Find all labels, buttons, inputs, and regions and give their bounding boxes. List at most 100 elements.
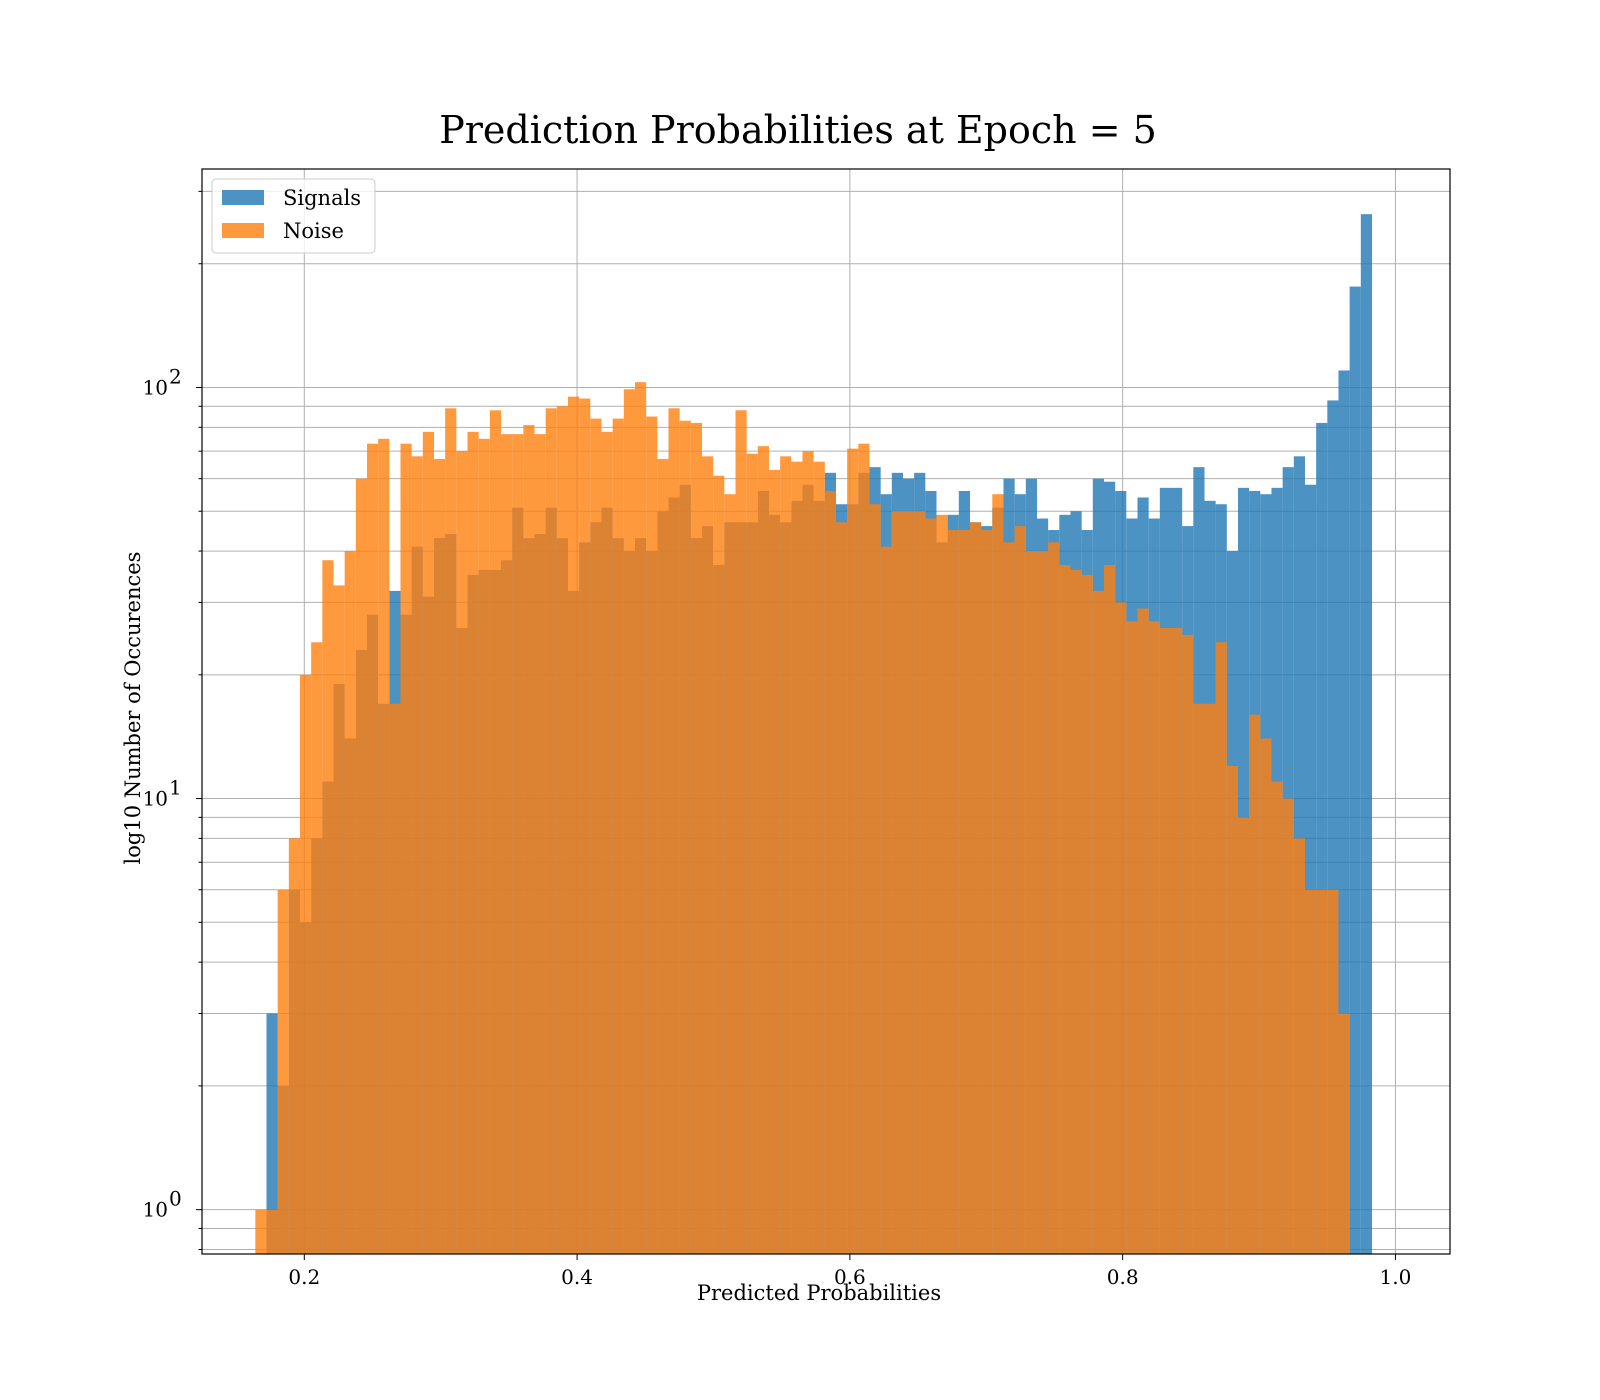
histogram-bar [456,451,468,1254]
histogram-bar [389,703,401,1254]
histogram-bar [422,431,434,1255]
histogram-bar [1059,564,1071,1254]
histogram-bar [813,461,825,1254]
histogram-bar [1048,542,1060,1254]
histogram-bar [1338,1013,1350,1254]
histogram-bar [1282,798,1294,1254]
histogram-bar [1036,551,1049,1254]
histogram-bar [500,434,513,1254]
histogram-bar [400,443,412,1254]
histogram-bar [679,420,691,1254]
histogram-bar [1349,286,1361,1254]
histogram-bar [835,522,848,1254]
y-tick-exponent: 0 [169,1187,182,1211]
histogram-bar [1126,621,1138,1254]
histogram-bar [668,408,680,1254]
histogram-bar [288,838,300,1254]
histogram-bar [1182,634,1194,1254]
histogram-bar [768,469,781,1255]
histogram-bar [433,458,446,1255]
histogram-bar [958,530,970,1254]
histogram-bar [824,491,836,1254]
histogram-bar [590,418,602,1254]
legend-label-noise: Noise [283,219,344,243]
histogram-bar [701,456,714,1255]
x-tick-label: 0.6 [834,1265,866,1289]
histogram-bar [969,522,982,1254]
histogram-bar [1159,627,1171,1254]
histogram-bar [802,451,814,1254]
histogram-bar [277,889,289,1254]
histogram-bar [791,461,803,1254]
histogram-bar [735,410,747,1254]
histogram-bar [657,458,669,1255]
histogram-bar [646,416,658,1254]
histogram-bar [411,456,423,1255]
histogram-bar [869,504,881,1255]
x-tick-label: 0.2 [288,1265,320,1289]
histogram-bar [567,396,580,1254]
histogram-bar [1316,422,1328,1254]
histogram-bar [612,418,624,1254]
histogram-bar [713,475,725,1255]
histogram-bar [1260,738,1272,1254]
histogram-bar [1204,703,1216,1254]
histogram-bar [746,453,758,1255]
histogram-bar [311,642,323,1254]
histogram-bar [1103,564,1116,1254]
histogram-bar [1360,214,1372,1254]
legend: Signals Noise [211,178,376,254]
histogram-bar [891,511,903,1255]
histogram-bar [478,438,490,1255]
histogram-bar [634,382,647,1254]
histogram-bar [467,431,479,1255]
histogram-bar [690,422,702,1254]
histogram-bar [1081,574,1093,1254]
histogram-bar [300,674,312,1254]
legend-label-signals: Signals [283,186,361,210]
plot-area-frame [201,168,1451,1255]
histogram-bar [545,408,557,1254]
histogram-bar [512,434,524,1254]
histogram-bar [981,530,993,1254]
histogram-bar [847,448,859,1254]
histogram-bar [523,425,535,1255]
x-tick-label: 0.8 [1107,1265,1139,1289]
y-tick-exponent: 1 [169,776,182,800]
histogram-bar [902,511,915,1255]
chart-title: Prediction Probabilities at Epoch = 5 [439,108,1157,152]
histogram-bar [1327,889,1339,1254]
histogram-bar [266,1013,278,1254]
histogram-bar [1170,627,1183,1254]
histogram-bar [1070,569,1082,1254]
histogram-bar [724,494,736,1255]
histogram-bar [355,478,367,1254]
x-tick-label: 0.4 [561,1265,593,1289]
histogram-bar [1226,766,1238,1254]
series-noise [255,382,1350,1255]
histogram-bar [1304,889,1317,1254]
histogram-bar [925,518,937,1254]
histogram-bar [534,434,546,1254]
histogram-bar [266,1209,278,1254]
histogram-bar [1215,642,1227,1254]
y-tick-label: 10 [143,787,168,811]
histogram-bar [1327,400,1339,1254]
histogram-bar [880,546,892,1254]
legend-swatch-noise [222,223,264,238]
histogram-bar [757,446,769,1254]
y-tick-label: 10 [143,1198,168,1222]
histogram-bar [1115,602,1127,1254]
histogram-bar [914,511,926,1255]
histogram-bar [489,410,501,1254]
histogram-bar [344,551,356,1254]
histogram-bar [1193,703,1205,1254]
histogram-bar [1092,590,1104,1254]
x-tick-label: 1.0 [1380,1265,1412,1289]
y-axis-label: log10 Number of Occurences [121,552,145,865]
histogram-bar [333,585,345,1254]
x-axis-label: Predicted Probabilities [697,1281,941,1305]
histogram-bar [1014,526,1026,1254]
